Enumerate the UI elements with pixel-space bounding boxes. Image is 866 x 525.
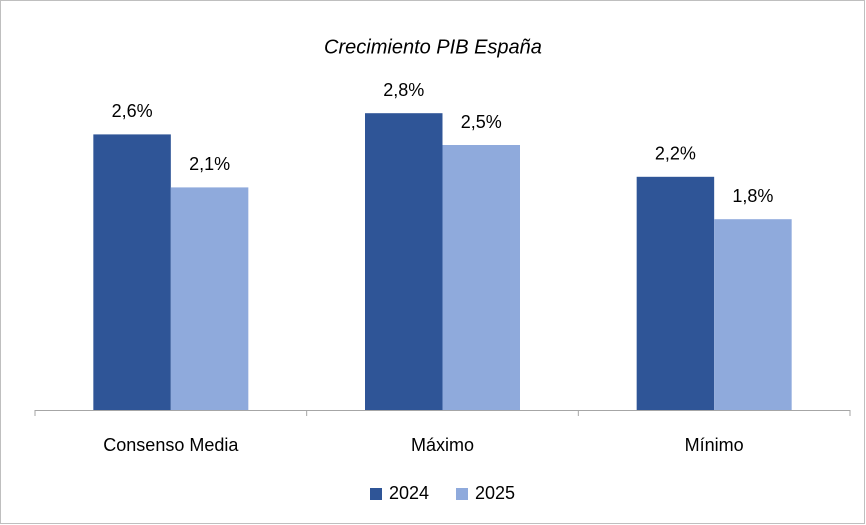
bar xyxy=(442,145,520,410)
legend-label: 2025 xyxy=(475,483,515,503)
bar xyxy=(170,187,249,410)
data-label: 2,6% xyxy=(112,101,153,121)
chart-title: Crecimiento PIB España xyxy=(324,36,542,58)
legend-label: 2024 xyxy=(389,483,429,503)
bar xyxy=(714,219,792,410)
bar xyxy=(93,134,171,410)
legend-swatch xyxy=(370,488,382,500)
x-tick-label: Consenso Media xyxy=(103,435,239,455)
data-label: 2,5% xyxy=(461,112,502,132)
bar xyxy=(365,113,443,410)
bar xyxy=(636,176,715,410)
data-label: 1,8% xyxy=(732,186,773,206)
legend-swatch xyxy=(456,488,468,500)
x-tick-label: Máximo xyxy=(411,435,474,455)
data-label: 2,1% xyxy=(189,154,230,174)
data-label: 2,8% xyxy=(383,80,424,100)
data-label: 2,2% xyxy=(655,144,696,164)
x-tick-label: Mínimo xyxy=(685,435,744,455)
